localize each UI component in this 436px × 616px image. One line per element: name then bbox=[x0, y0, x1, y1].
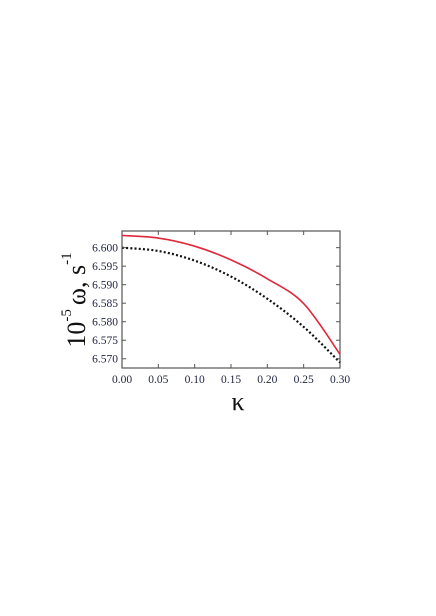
y-tick-label: 6.575 bbox=[92, 335, 118, 347]
y-axis-label: 10-5 ω, s-1 bbox=[59, 252, 91, 347]
x-axis-label: κ bbox=[231, 387, 244, 416]
y-axis-label-body-exponent: -1 bbox=[59, 252, 75, 265]
x-tick-label: 0.15 bbox=[221, 374, 241, 386]
y-tick-label: 6.570 bbox=[92, 354, 118, 366]
y-tick-labels: 6.570 6.575 6.580 6.585 6.590 6.595 6.600 bbox=[92, 243, 118, 366]
svg-text:10-5ω, s-1: 10-5 ω, s-1 bbox=[59, 252, 91, 347]
x-tick-label: 0.25 bbox=[294, 374, 314, 386]
series-line-2-dotted bbox=[121, 246, 341, 364]
plot-frame bbox=[121, 230, 341, 369]
y-axis-label-prefix: 10 bbox=[62, 322, 91, 348]
y-tick-label: 6.595 bbox=[92, 261, 118, 273]
y-tick-label: 6.580 bbox=[92, 317, 118, 329]
y-tick-label: 6.600 bbox=[92, 243, 118, 255]
series-line-1-solid bbox=[121, 234, 341, 355]
y-axis-label-prefix-exponent: -5 bbox=[59, 309, 75, 322]
y-tick-label: 6.585 bbox=[92, 298, 118, 310]
x-tick-label: 0.00 bbox=[112, 374, 132, 386]
tick-layer bbox=[121, 231, 341, 368]
y-tick-label: 6.590 bbox=[92, 280, 118, 292]
x-tick-label: 0.30 bbox=[330, 374, 350, 386]
x-tick-label: 0.20 bbox=[257, 374, 277, 386]
x-tick-label: 0.10 bbox=[185, 374, 205, 386]
x-tick-labels: 0.00 0.05 0.10 0.15 0.20 0.25 0.30 bbox=[112, 374, 350, 386]
series-layer bbox=[121, 234, 341, 364]
y-axis-label-body: ω, s bbox=[62, 265, 91, 305]
x-tick-label: 0.05 bbox=[148, 374, 168, 386]
